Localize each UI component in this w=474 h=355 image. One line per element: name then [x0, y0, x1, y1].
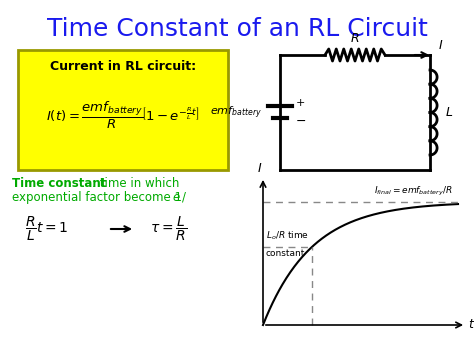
- Text: $emf_{battery}$: $emf_{battery}$: [210, 105, 262, 121]
- FancyBboxPatch shape: [18, 50, 228, 170]
- Text: −: −: [296, 115, 307, 127]
- Text: $R$: $R$: [350, 32, 360, 45]
- Text: exponential factor become 1/: exponential factor become 1/: [12, 191, 186, 204]
- Text: : time in which: : time in which: [92, 177, 179, 190]
- Text: $I(t) = \dfrac{\it{emf}_{battery}}{R}\!\left[1-e^{-\frac{R}{L}t}\right]$: $I(t) = \dfrac{\it{emf}_{battery}}{R}\!\…: [46, 99, 200, 131]
- Text: $\dfrac{R}{L}t = 1$: $\dfrac{R}{L}t = 1$: [25, 215, 68, 243]
- Text: e: e: [172, 191, 179, 204]
- Text: $t$: $t$: [468, 318, 474, 332]
- Text: $\tau = \dfrac{L}{R}$: $\tau = \dfrac{L}{R}$: [150, 215, 187, 243]
- Text: $L$: $L$: [445, 106, 453, 120]
- Text: $I$: $I$: [257, 162, 263, 175]
- Text: +: +: [296, 98, 305, 108]
- Text: constant: constant: [266, 249, 305, 258]
- Text: $I$: $I$: [438, 39, 443, 52]
- Text: Time constant: Time constant: [12, 177, 106, 190]
- Text: Current in RL circuit:: Current in RL circuit:: [50, 60, 196, 73]
- Text: $I_{final}=emf_{battery}/R$: $I_{final}=emf_{battery}/R$: [374, 185, 453, 198]
- Text: Time Constant of an RL Circuit: Time Constant of an RL Circuit: [46, 17, 428, 41]
- Text: $L_o/R$ time: $L_o/R$ time: [266, 230, 309, 242]
